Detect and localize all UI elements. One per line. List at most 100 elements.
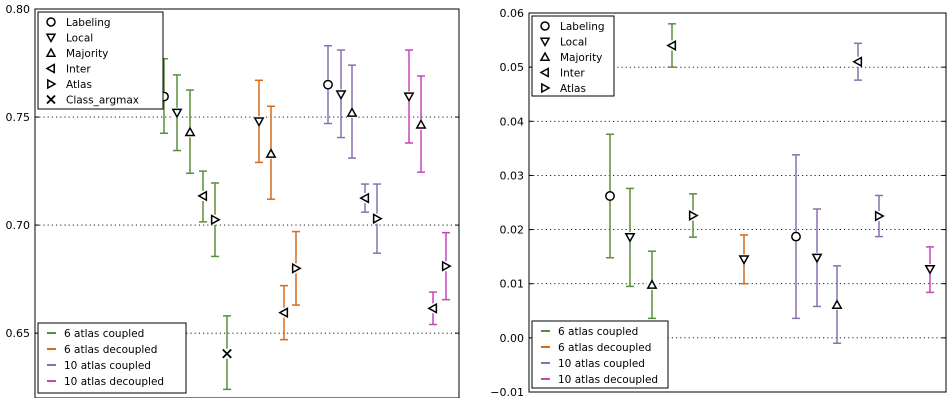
legend-triangle-down-icon xyxy=(539,37,551,48)
marker-backdrop xyxy=(336,89,346,100)
legend-triangle-right-icon xyxy=(541,82,551,94)
chart-panel-1: 0.65 0.70 0.75 0.80 Labeling Local Majority Int… xyxy=(6,3,460,398)
y-tick-label: −0.01 xyxy=(490,386,524,398)
marker-backdrop xyxy=(441,261,451,272)
marker-backdrop xyxy=(291,263,301,274)
data-point xyxy=(171,74,183,152)
marker-backdrop xyxy=(625,232,635,243)
marker-backdrop xyxy=(605,191,615,202)
marker-backdrop xyxy=(266,148,276,159)
marker-triangle-down xyxy=(811,253,823,264)
data-point xyxy=(335,49,347,139)
marker-backdrop xyxy=(791,231,801,242)
marker-backdrop xyxy=(254,116,264,127)
y-tick-label: 0.00 xyxy=(500,332,525,345)
legend-triangle-up-icon xyxy=(45,47,57,57)
legend-box xyxy=(37,322,187,394)
y-tick-label: 0.06 xyxy=(500,7,525,20)
y-tick-label: 0.02 xyxy=(500,224,525,237)
legend-triangle-left-icon xyxy=(539,67,549,78)
marker-backdrop xyxy=(404,91,414,102)
marker-triangle-right xyxy=(874,210,885,222)
data-point xyxy=(415,75,427,173)
legend-box xyxy=(531,320,669,389)
data-point xyxy=(372,183,383,254)
marker-triangle-up xyxy=(346,106,358,117)
legend-label: Labeling xyxy=(66,17,111,29)
data-point xyxy=(222,315,232,391)
legend-triangle-up-icon xyxy=(539,51,551,61)
y-tick-label: 0.01 xyxy=(500,278,525,291)
marker-backdrop xyxy=(372,213,382,224)
data-point xyxy=(265,105,277,200)
data-point xyxy=(666,23,677,68)
marker-backdrop xyxy=(739,254,749,265)
data-point xyxy=(441,231,452,301)
legend-x-icon xyxy=(46,94,56,105)
legend-series: 6 atlas coupled 6 atlas decoupled 10 atla… xyxy=(37,322,187,394)
marker-triangle-down xyxy=(335,90,347,101)
marker-backdrop xyxy=(159,91,169,102)
marker-backdrop xyxy=(198,190,208,201)
data-point xyxy=(874,194,885,238)
legend-circle-icon xyxy=(46,17,56,27)
marker-triangle-up xyxy=(184,126,196,137)
y-tick-label: 0.75 xyxy=(6,111,31,124)
data-point xyxy=(253,79,265,164)
legend-label: Inter xyxy=(66,64,91,76)
marker-backdrop xyxy=(812,252,822,263)
marker-backdrop xyxy=(416,119,426,130)
marker-circle xyxy=(323,79,333,90)
chart-panel-2: −0.01 0.00 0.01 0.02 0.03 0.04 0.05 0.06 Labelin… xyxy=(490,7,947,398)
y-tick-label: 0.03 xyxy=(500,169,525,182)
marker-x xyxy=(222,348,232,359)
marker-backdrop xyxy=(832,299,842,310)
data-point xyxy=(197,170,208,223)
data-point xyxy=(323,44,333,125)
data-point xyxy=(646,250,658,320)
data-point xyxy=(346,64,358,159)
plot-frame xyxy=(34,8,460,398)
data-point xyxy=(403,49,415,144)
legend-circle-icon xyxy=(540,21,550,31)
data-point xyxy=(210,182,221,258)
y-tick-label: 0.04 xyxy=(500,115,525,128)
legend-label: Labeling xyxy=(560,21,605,33)
legend-label: Local xyxy=(66,33,93,45)
marker-backdrop xyxy=(428,303,438,314)
marker-backdrop xyxy=(347,107,357,118)
legend-label: 10 atlas decoupled xyxy=(64,376,164,388)
legend-label: 6 atlas coupled xyxy=(558,326,638,338)
marker-triangle-up xyxy=(646,279,658,289)
data-point xyxy=(278,284,289,341)
marker-triangle-right xyxy=(441,260,452,272)
legend-markers: Labeling Local Majority Inter Atlas xyxy=(531,15,615,97)
legend-label: 10 atlas decoupled xyxy=(558,374,658,386)
legend-series: 6 atlas coupled 6 atlas decoupled 10 atlas… xyxy=(531,320,669,389)
marker-triangle-down xyxy=(738,255,750,266)
marker-backdrop xyxy=(360,193,370,204)
y-tick-label: 0.65 xyxy=(6,327,31,340)
data-point xyxy=(811,208,823,308)
legend-label: Local xyxy=(560,37,587,49)
marker-backdrop xyxy=(688,210,698,221)
marker-triangle-right xyxy=(688,210,699,221)
legend-label: 6 atlas decoupled xyxy=(64,344,157,356)
marker-triangle-down xyxy=(171,108,183,119)
marker-backdrop xyxy=(323,79,333,90)
data-point xyxy=(624,187,636,288)
marker-triangle-up xyxy=(415,118,427,129)
data-point xyxy=(184,89,196,174)
y-tick-label: 0.70 xyxy=(6,219,31,232)
legend-box xyxy=(37,11,164,110)
legend-label: 10 atlas coupled xyxy=(558,358,645,370)
marker-circle xyxy=(791,231,801,242)
plot-frame xyxy=(528,12,947,393)
legend-triangle-down-icon xyxy=(45,33,57,44)
marker-triangle-down xyxy=(253,117,265,128)
marker-triangle-left xyxy=(197,190,208,202)
data-point xyxy=(924,246,936,294)
legend-label: Atlas xyxy=(560,83,586,95)
legend-label: 6 atlas decoupled xyxy=(558,342,651,354)
